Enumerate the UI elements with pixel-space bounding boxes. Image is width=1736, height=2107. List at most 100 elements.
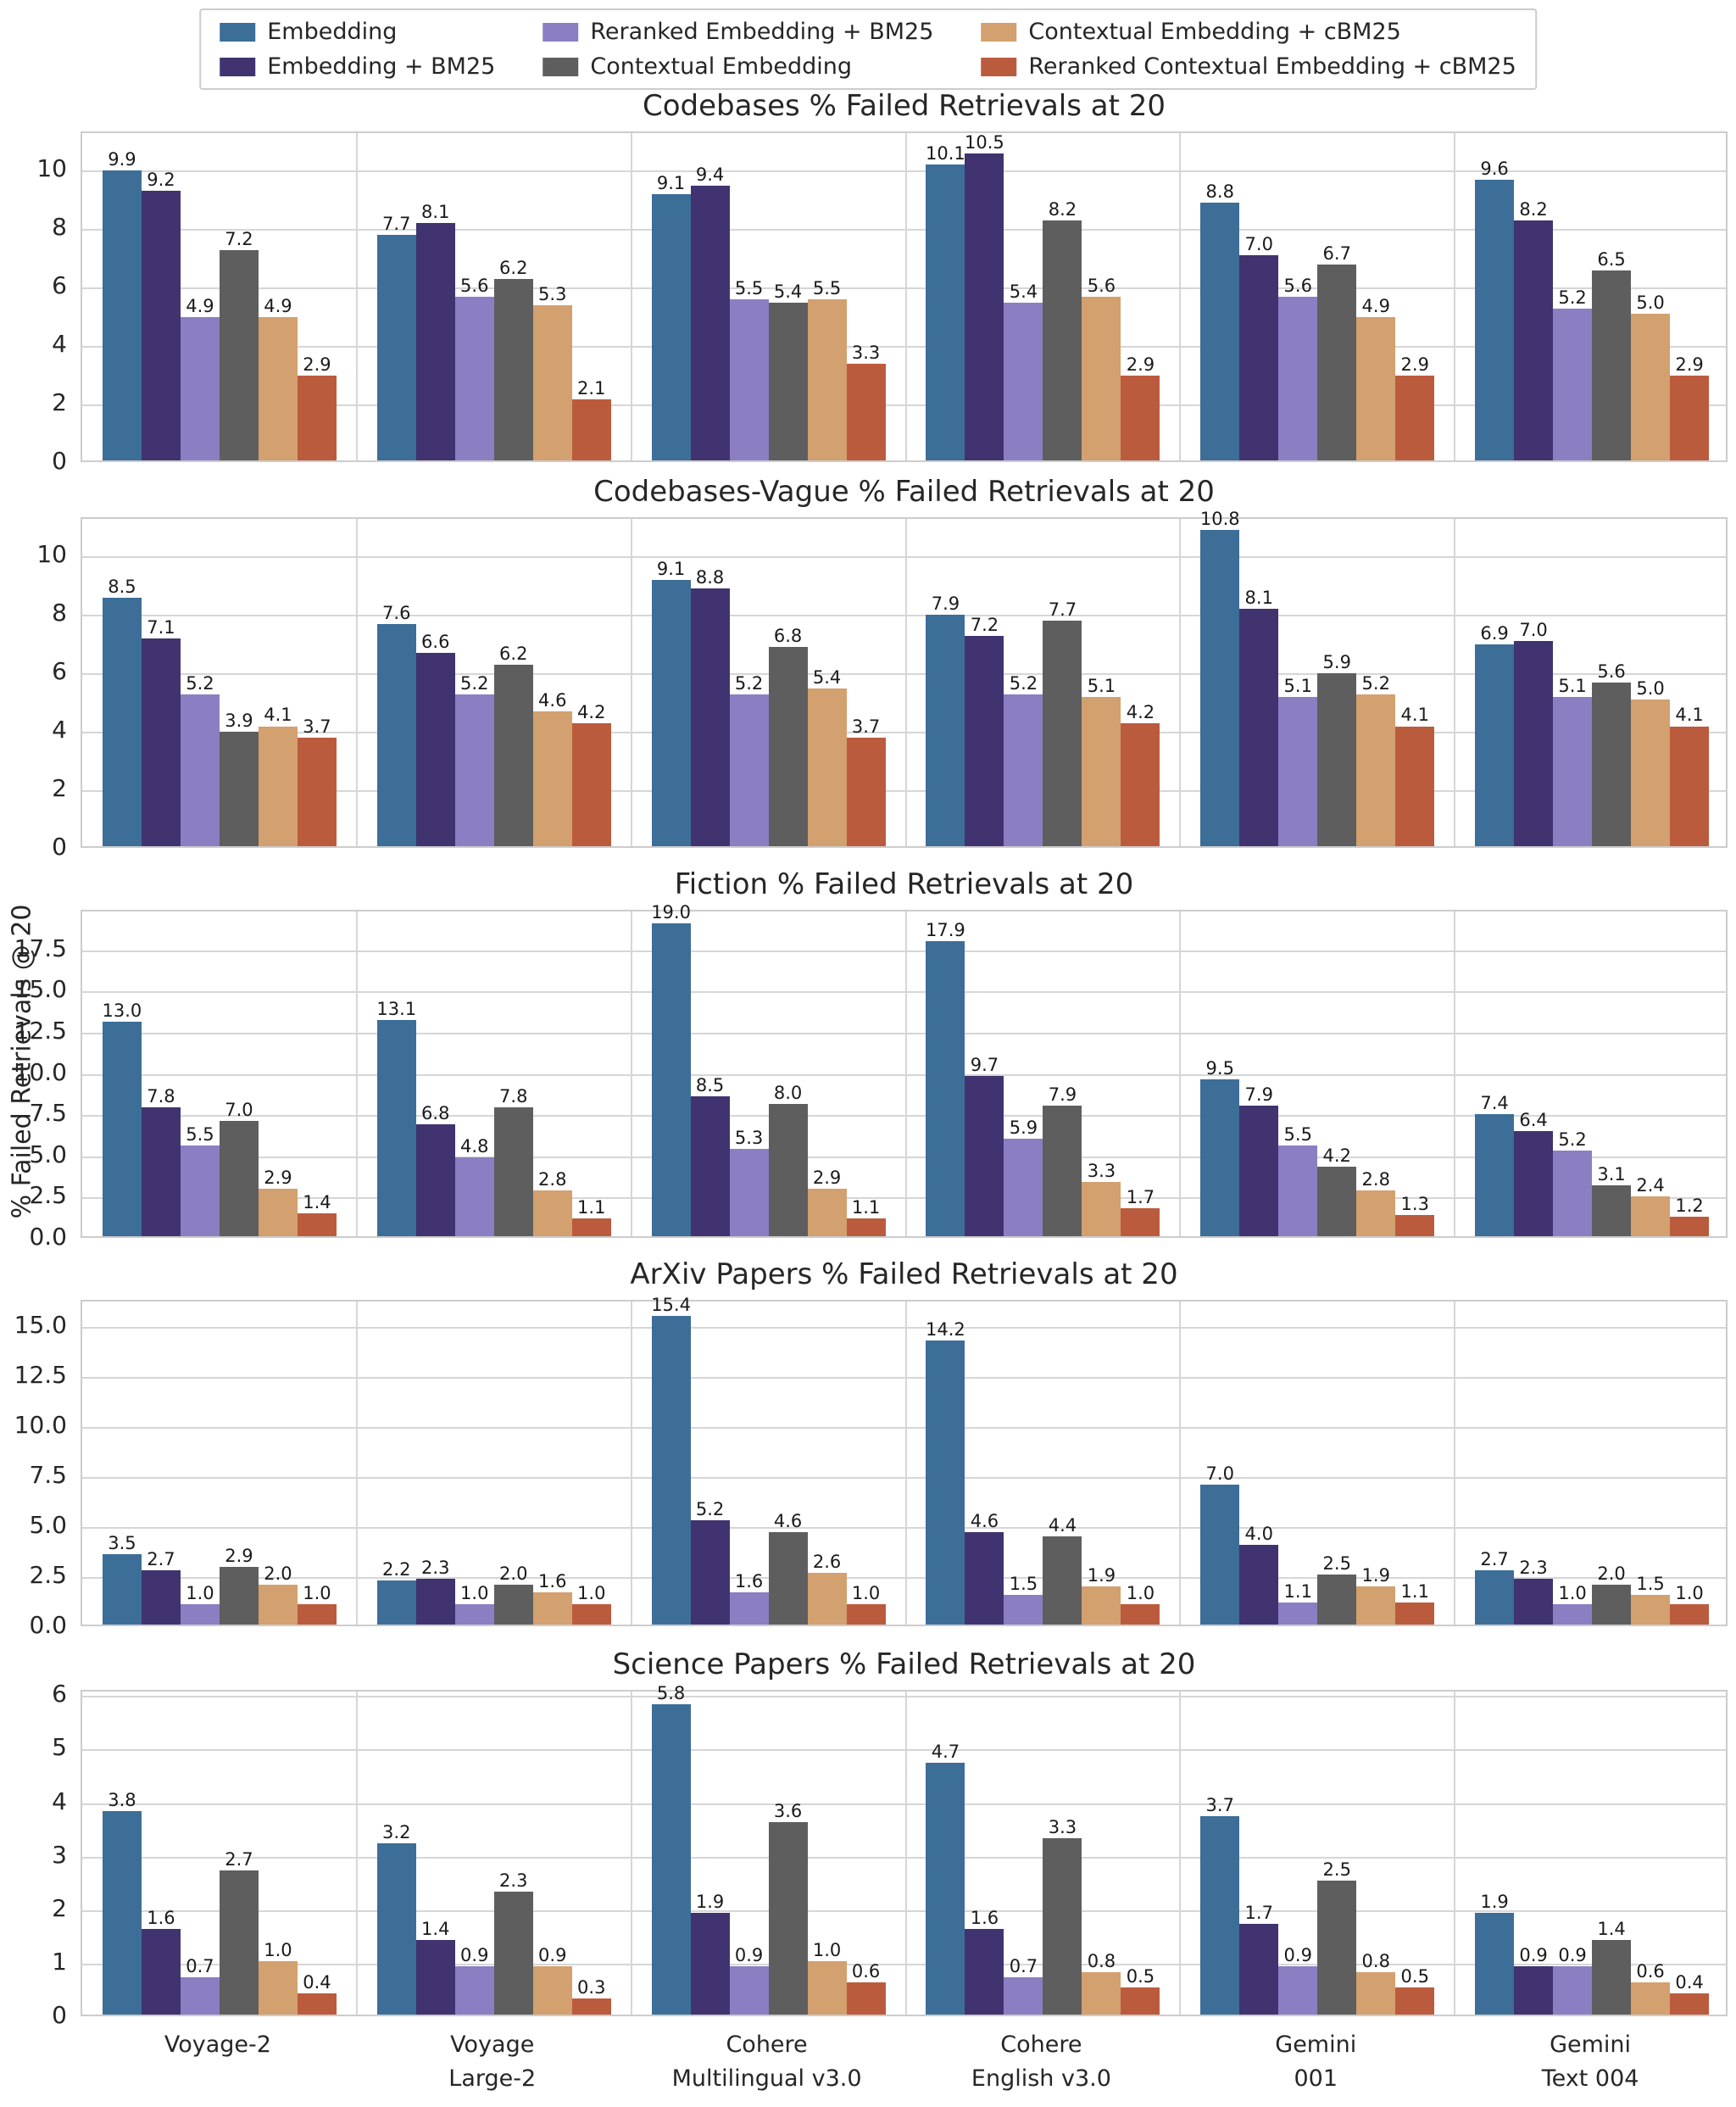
bar-value-label: 0.9 [1283,1945,1312,1966]
bar [1514,220,1554,460]
gridline [904,1692,907,2015]
bar-value-label: 1.9 [1480,1892,1509,1913]
bar [1317,1881,1357,2015]
legend-label: Reranked Embedding + BM25 [590,19,934,45]
bar-value-label: 7.0 [1205,1463,1234,1484]
bar-value-label: 0.7 [1009,1955,1038,1976]
bar [1631,700,1671,846]
gridline [355,519,358,846]
bar [1239,255,1279,460]
bar-value-label: 1.0 [1558,1583,1587,1604]
gridline [1179,519,1182,846]
bar-value-label: 0.6 [1636,1961,1665,1982]
bar-value-label: 14.2 [926,1318,965,1340]
x-category-label: Gemini 001 [1178,2028,1453,2096]
bar [1278,1966,1318,2015]
gridline [630,133,632,460]
bar-value-label: 7.2 [225,228,253,249]
bar [102,170,142,460]
bar [768,647,808,846]
plot-area: 3.5 2.7 1.0 2.9 2.0 1.0 2.2 2.3 1.0 2.0 1.6 1.0 15.4… [81,1295,1728,1626]
y-tick-label: 15.0 [14,1310,67,1339]
bar [1043,1536,1082,1625]
bar-value-label: 5.0 [1636,678,1665,700]
bar [768,302,808,460]
bar [1043,1106,1082,1236]
bar-value-label: 19.0 [651,901,691,923]
bar [1631,1982,1671,2015]
x-category-label-line: Voyage-2 [164,2032,271,2058]
y-tick-label: 0 [52,447,67,475]
bar [219,249,259,460]
bar-value-label: 4.6 [970,1511,999,1532]
legend-item: Contextual Embedding + cBM25 [981,19,1516,45]
bar-value-label: 1.7 [1244,1902,1273,1923]
bar-value-label: 0.3 [577,1977,606,1998]
bar-value-label: 2.4 [1636,1175,1665,1196]
bar-value-label: 5.2 [695,1499,725,1520]
bar [807,299,847,460]
bar-value-label: 0.8 [1087,1950,1116,1971]
bar-value-label: 6.8 [421,1102,450,1123]
bar [1121,375,1160,460]
bar-value-label: 1.4 [303,1191,331,1212]
bar [1239,609,1279,846]
bar [768,1104,808,1236]
y-tick-label: 10 [36,539,67,568]
gridline [82,1032,1726,1034]
panel-title: Codebases % Failed Retrievals at 20 [642,89,1166,123]
bar-value-label: 1.6 [538,1571,567,1592]
bar [180,1976,220,2015]
bar-value-label: 9.2 [147,170,175,191]
bar-value-label: 1.0 [577,1583,606,1604]
bar-value-label: 1.0 [460,1583,489,1604]
gridline [82,228,1726,231]
bar [1592,1184,1632,1236]
bar-value-label: 3.6 [773,1800,803,1821]
bar [1670,1604,1710,1625]
bar [1514,1130,1554,1236]
gridline [82,950,1726,952]
bar [415,1578,455,1625]
x-category-label-line: Text 004 [1541,2065,1639,2092]
legend-label: Embedding [267,19,398,45]
bar [1239,1923,1279,2015]
bar [1395,1214,1435,1236]
bar [297,1604,337,1625]
bar [1121,723,1160,846]
bar [219,1566,259,1625]
bar [1121,1987,1160,2015]
bar [1082,1971,1121,2015]
legend-swatch [542,22,579,42]
bar [1004,1976,1043,2015]
y-tick-label: 5.0 [29,1140,67,1168]
bar [1514,1966,1554,2015]
y-tick-label: 15.0 [14,975,67,1004]
bar-value-label: 0.4 [1675,1971,1704,1993]
gridline [82,1326,1726,1329]
bar-value-label: 5.2 [460,672,489,694]
bar [1278,696,1318,846]
bar [297,375,337,460]
gridline [904,911,907,1236]
legend-item: Reranked Contextual Embedding + cBM25 [981,53,1516,80]
gridline [82,1963,1726,1965]
bar [1200,1816,1240,2015]
bar-value-label: 8.1 [1244,588,1273,609]
bar [1239,1544,1279,1625]
bar-value-label: 7.0 [225,1099,253,1120]
bar [690,185,730,460]
bar [1475,1114,1515,1236]
bar-value-label: 1.6 [147,1908,175,1929]
plot-area: 3.8 1.6 0.7 2.7 1.0 0.4 3.2 1.4 0.9 2.3 0.9 0.3 5.8 1… [81,1683,1728,2016]
bar [1356,316,1396,460]
x-category-label-line: Gemini [1275,2032,1357,2058]
bar-value-label: 5.9 [1322,652,1351,673]
bar-value-label: 5.5 [186,1124,214,1145]
bar-value-label: 8.2 [1048,198,1077,220]
y-tick-label: 4 [52,329,67,358]
bar [102,597,142,846]
bar-value-label: 1.0 [186,1583,214,1604]
bar-value-label: 1.0 [1126,1583,1155,1604]
panel-title: ArXiv Papers % Failed Retrievals at 20 [630,1257,1178,1291]
